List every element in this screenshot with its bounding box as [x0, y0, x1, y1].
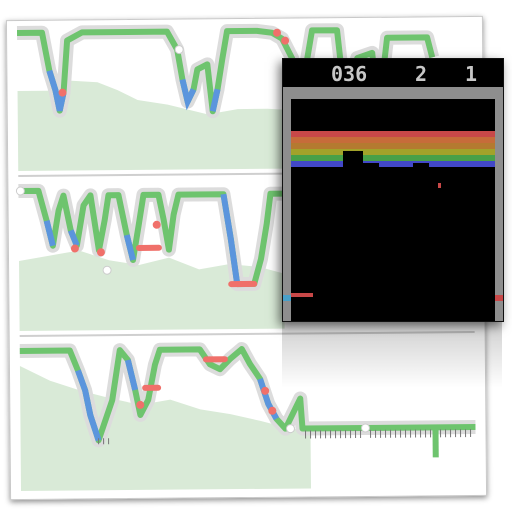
action-trace-top-blue-3 [209, 88, 221, 112]
white-marker [360, 423, 370, 433]
white-marker [285, 424, 295, 434]
lives-display: 2 [415, 62, 427, 86]
white-marker [174, 45, 184, 55]
red-marker [281, 36, 290, 45]
action-trace-middle-blue-3 [123, 234, 136, 261]
brick-row [291, 149, 495, 155]
red-marker [136, 400, 145, 409]
red-marker [96, 248, 105, 257]
action-trace-middle-blue-2 [67, 229, 80, 247]
cleared-bricks [321, 151, 429, 181]
action-trace-top-blue-2 [179, 78, 197, 111]
brick-row [291, 143, 495, 149]
red-marker [58, 88, 67, 97]
red-marker [261, 386, 270, 395]
red-marker [152, 220, 161, 229]
action-trace-top-blue [46, 69, 67, 112]
action-trace-bottom-blue-2 [124, 359, 139, 391]
plot-panel-middle [15, 183, 475, 337]
brick-rows [291, 131, 495, 167]
brick-row [291, 131, 495, 137]
value-area-middle [19, 250, 285, 331]
tick-marks-bottom [98, 429, 472, 445]
ball [438, 183, 441, 188]
plot-panel-bottom [19, 342, 476, 491]
brick-row [291, 155, 495, 161]
breakout-game-screen: 036 2 1 [282, 58, 504, 322]
brick-row [291, 161, 495, 167]
score-display: 036 [331, 62, 367, 86]
wall-bottom-marker [495, 295, 503, 301]
action-trace-middle-blue-4 [220, 193, 241, 285]
player-number: 1 [465, 62, 477, 86]
panel-divider-middle [19, 331, 475, 337]
paddle [291, 293, 313, 297]
brick-row [291, 137, 495, 143]
left-wall [283, 99, 291, 321]
white-marker [102, 265, 112, 275]
red-marker [273, 28, 282, 37]
top-wall [283, 87, 503, 99]
game-canvas: 036 2 1 [283, 59, 503, 321]
white-marker [15, 186, 25, 196]
red-marker [70, 244, 79, 253]
red-marker [268, 406, 277, 415]
wall-bottom-marker [283, 295, 291, 301]
right-wall [495, 99, 503, 321]
action-trace-bottom-blue [75, 369, 102, 442]
action-trace-middle-blue [43, 220, 56, 247]
